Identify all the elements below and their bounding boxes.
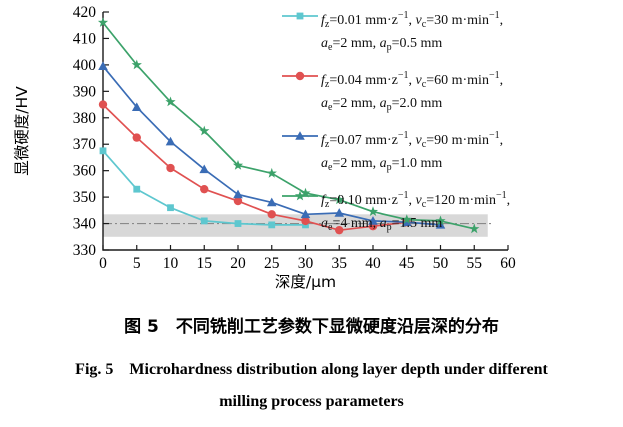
series-2-marker [98,100,108,109]
series-2-marker [233,196,243,206]
caption-english-line1: Fig. 5 Microhardness distribution along … [75,361,548,378]
series-3-marker [165,136,176,146]
legend-entry-4: fz=0.10 mm·z−1, vc=120 m·min−1, ae=4 mm, … [281,186,621,237]
y-tick-label: 400 [73,57,97,74]
caption-chinese: 图 5 不同铣削工艺参数下显微硬度沿层深的分布 [124,317,499,337]
legend-entry-1: fz=0.01 mm·z−1, vc=30 m·min−1, ae=2 mm, a… [281,6,621,57]
series-4-marker [165,96,176,107]
y-tick-label: 370 [73,136,97,153]
series-4-marker [334,194,345,205]
x-tick-label: 35 [332,255,348,272]
series-4-marker [401,214,412,224]
legend-entry-3: fz=0.07 mm·z−1, vc=90 m·min−1, ae=2 mm, a… [281,126,621,177]
series-4-marker [199,125,210,136]
caption-english-line2: milling process parameters [219,393,404,410]
x-tick-label: 45 [399,255,415,272]
legend-marker-circle-icon [282,71,318,81]
y-tick-label: 330 [73,242,97,259]
x-tick-label: 50 [433,255,449,272]
series-3-marker [266,197,277,207]
series-4-marker [469,223,480,234]
series-2-marker [200,184,209,194]
series-3-marker [300,209,311,219]
series-3-marker [368,216,378,225]
series-4-marker [266,167,277,178]
series-line-4 [102,22,475,230]
series-3-marker [131,102,142,111]
y-tick-label: 410 [73,30,97,47]
x-tick-label: 10 [163,255,179,272]
legend-label-1: fz=0.01 mm·z−1, vc=30 m·min−1, ae=2 mm, a… [321,10,504,53]
series-2-marker [267,210,276,219]
chart-canvas: 330 340 350 360 370 380 390 400 410 420 0 5 10 15 20 25… [13,4,516,291]
series-4-marker [367,206,379,216]
series-1-marker [99,147,107,155]
y-tick-label: 390 [73,83,97,100]
legend-marker-triangle-icon [282,131,318,140]
x-tick-label: 40 [365,255,381,272]
x-tick-label: 25 [264,255,280,272]
series-4-marker [300,187,311,198]
series-3-marker [199,164,210,174]
legend-marker-star-icon [282,190,318,201]
series-1-marker [133,185,141,193]
y-axis-title: 显微硬度/HV [13,86,31,176]
chart-legend: fz=0.01 mm·z−1, vc=30 m·min−1, ae=2 mm, a… [281,6,621,246]
series-3-marker [334,208,345,217]
series-2-marker [132,133,141,142]
y-tick-label: 340 [73,216,97,233]
legend-label-4: fz=0.10 mm·z−1, vc=120 m·min−1, ae=4 mm, … [321,190,511,233]
x-tick-label: 15 [197,255,213,272]
y-tick-label: 380 [73,110,97,127]
series-1-marker [268,221,276,229]
series-line-2 [102,103,407,232]
series-3-marker [435,220,446,229]
series-3-marker [233,189,243,199]
x-tick-label: 20 [230,255,246,272]
x-tick-label: 30 [298,255,314,272]
y-tick-label: 360 [73,163,97,180]
y-tick-label: 350 [73,189,97,206]
legend-entry-2: fz=0.04 mm·z−1, vc=60 m·min−1, ae=2 mm, a… [281,66,621,117]
x-tick-label: 5 [133,255,141,272]
y-tick-label: 420 [73,4,97,21]
series-4-marker [131,59,142,70]
series-2-marker [166,163,175,173]
x-tick-label: 55 [467,255,483,272]
legend-label-3: fz=0.07 mm·z−1, vc=90 m·min−1, ae=2 mm, a… [321,130,504,173]
series-4-marker [232,160,244,170]
series-2-marker [301,216,310,226]
legend-label-2: fz=0.04 mm·z−1, vc=60 m·min−1, ae=2 mm, a… [321,70,504,113]
legend-marker-square-icon [282,12,318,20]
series-1-marker [167,204,174,212]
x-tick-label: 60 [500,255,516,272]
x-axis-title: 深度/μm [275,273,336,291]
series-4-marker [97,17,109,27]
series-2-marker [335,225,344,235]
series-1-marker [200,217,208,225]
series-3-marker [98,61,108,71]
series-4-marker [435,215,446,226]
series-1-marker [234,220,242,227]
x-tick-label: 0 [99,255,107,272]
